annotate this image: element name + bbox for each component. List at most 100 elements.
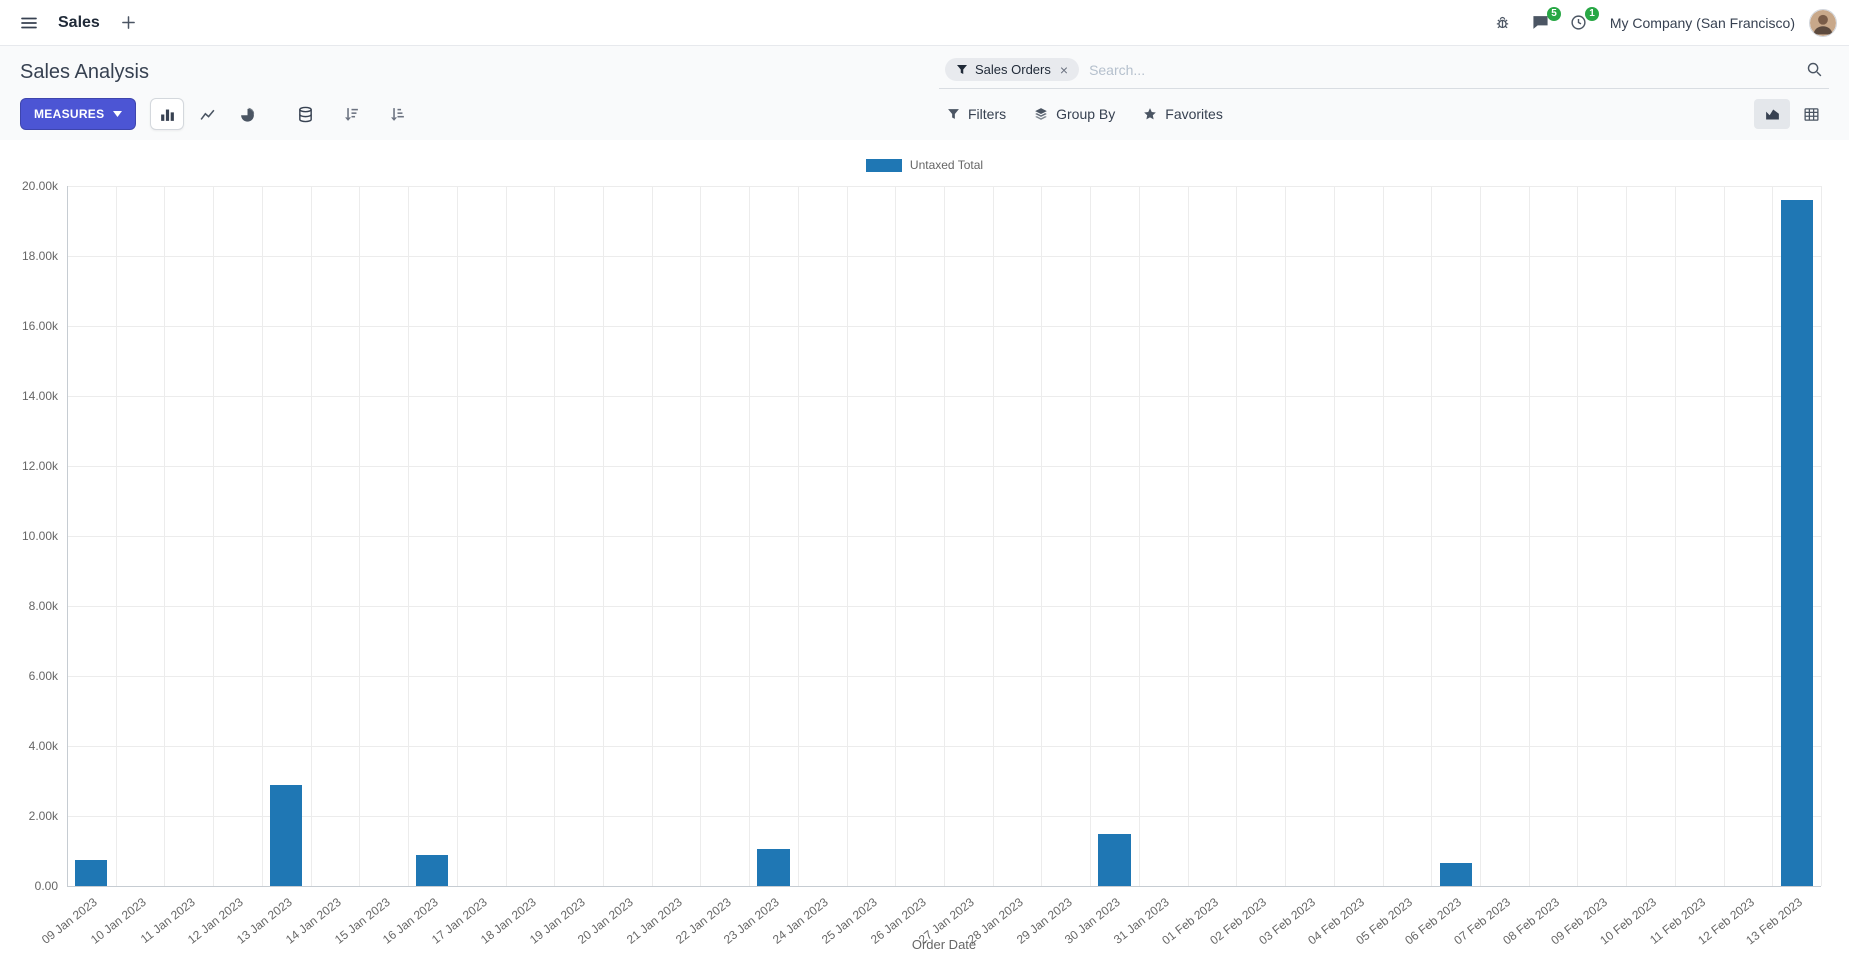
chat-bubble-icon — [1532, 14, 1549, 31]
chart-bar[interactable] — [75, 859, 108, 886]
v-gridline — [164, 186, 166, 886]
y-axis-tick-label: 18.00k — [21, 249, 58, 263]
debug-button[interactable] — [1486, 6, 1520, 40]
company-switcher[interactable]: My Company (San Francisco) — [1609, 14, 1795, 31]
plus-icon — [121, 15, 136, 30]
line-chart-icon — [199, 106, 216, 123]
chart-bar[interactable] — [270, 784, 303, 886]
v-gridline — [1431, 186, 1433, 886]
y-axis-tick-label: 12.00k — [21, 459, 58, 473]
v-gridline — [1772, 186, 1774, 886]
search-icon[interactable] — [1806, 61, 1823, 78]
v-gridline — [505, 186, 507, 886]
chart-bar[interactable] — [1098, 833, 1131, 886]
v-gridline — [700, 186, 702, 886]
y-axis-tick-label: 4.00k — [28, 739, 58, 753]
messages-count-badge: 5 — [1547, 6, 1561, 21]
bug-icon — [1494, 14, 1511, 31]
search-input[interactable] — [1089, 61, 1796, 78]
chart-bar[interactable] — [1780, 200, 1813, 886]
v-gridline — [213, 186, 215, 886]
v-gridline — [1236, 186, 1238, 886]
measures-button[interactable]: MEASURES — [20, 98, 137, 130]
v-gridline — [408, 186, 410, 886]
graph-view-button[interactable] — [1754, 99, 1790, 129]
favorites-button[interactable]: Favorites — [1143, 106, 1223, 122]
database-stack-icon — [297, 106, 314, 123]
v-gridline — [1479, 186, 1481, 886]
v-gridline — [456, 186, 458, 886]
group-by-label: Group By — [1056, 106, 1116, 122]
v-gridline — [1090, 186, 1092, 886]
v-gridline — [797, 186, 799, 886]
v-gridline — [359, 186, 361, 886]
v-gridline — [1626, 186, 1628, 886]
y-axis-tick-label: 20.00k — [21, 179, 58, 193]
sort-descending-button[interactable] — [334, 98, 368, 130]
legend-color-box — [865, 158, 902, 172]
activities-count-badge: 1 — [1585, 6, 1599, 21]
pie-chart-button[interactable] — [230, 98, 264, 130]
navbar-systray: 5 1 My Company (San Francisco) — [1486, 6, 1837, 40]
v-gridline — [895, 186, 897, 886]
x-axis-title: Order Date — [911, 937, 977, 952]
facet-remove-icon[interactable]: × — [1059, 61, 1069, 78]
view-switcher — [1754, 99, 1829, 129]
facet-label: Sales Orders — [975, 62, 1051, 77]
main-content: Untaxed Total 0.00 2.00k 4.00k 6.00k 8.00k 10… — [0, 140, 1849, 958]
v-gridline — [1528, 186, 1530, 886]
graph-toolbar: MEASURES — [20, 98, 414, 130]
v-gridline — [310, 186, 312, 886]
area-chart-icon — [1764, 106, 1781, 123]
search-facet-sales-orders[interactable]: Sales Orders × — [945, 58, 1080, 81]
v-gridline — [602, 186, 604, 886]
measures-label: MEASURES — [34, 107, 105, 121]
sort-ascending-button[interactable] — [380, 98, 414, 130]
filters-label: Filters — [968, 106, 1007, 122]
chart-bar[interactable] — [416, 854, 449, 886]
stacked-toggle-button[interactable] — [288, 98, 322, 130]
v-gridline — [1187, 186, 1189, 886]
v-gridline — [1674, 186, 1676, 886]
v-gridline — [1382, 186, 1384, 886]
pivot-table-icon — [1803, 106, 1820, 123]
v-gridline — [944, 186, 945, 886]
y-axis-tick-label: 16.00k — [21, 319, 58, 333]
group-by-button[interactable]: Group By — [1034, 106, 1115, 122]
bar-chart-icon — [159, 106, 176, 123]
v-gridline — [1577, 186, 1579, 886]
new-window-plus-button[interactable] — [112, 6, 146, 40]
avatar-image — [1810, 9, 1836, 36]
line-chart-button[interactable] — [190, 98, 224, 130]
clock-icon — [1570, 14, 1587, 31]
chart-bar[interactable] — [757, 849, 790, 886]
v-gridline — [992, 186, 994, 886]
chart-legend[interactable]: Untaxed Total — [12, 158, 1837, 172]
star-icon — [1143, 107, 1157, 121]
pie-chart-icon — [239, 106, 256, 123]
y-axis-tick-label: 0.00 — [34, 879, 58, 893]
user-avatar[interactable] — [1809, 8, 1837, 37]
apps-menu-button[interactable] — [12, 6, 46, 40]
messages-button[interactable]: 5 — [1524, 6, 1561, 40]
activities-button[interactable]: 1 — [1562, 6, 1599, 40]
app-name[interactable]: Sales — [58, 13, 100, 31]
v-gridline — [1821, 186, 1822, 886]
top-navbar: Sales 5 1 My Company (San Francisco) — [0, 0, 1849, 46]
sort-asc-icon — [389, 106, 406, 123]
v-gridline — [1333, 186, 1335, 886]
v-gridline — [846, 186, 848, 886]
search-bar[interactable]: Sales Orders × — [939, 56, 1829, 89]
x-axis-line — [67, 886, 1821, 887]
caret-down-icon — [113, 111, 123, 117]
chart-bar[interactable] — [1439, 863, 1472, 886]
filters-button[interactable]: Filters — [947, 106, 1006, 122]
y-axis-tick-label: 6.00k — [28, 669, 58, 683]
bar-chart-button[interactable] — [150, 98, 185, 130]
pivot-view-button[interactable] — [1793, 99, 1829, 129]
v-gridline — [261, 186, 263, 886]
v-gridline — [1723, 186, 1725, 886]
y-axis-line — [67, 186, 68, 886]
control-panel: Sales Analysis Sales Orders × MEASURES — [0, 46, 1849, 140]
v-gridline — [1285, 186, 1287, 886]
